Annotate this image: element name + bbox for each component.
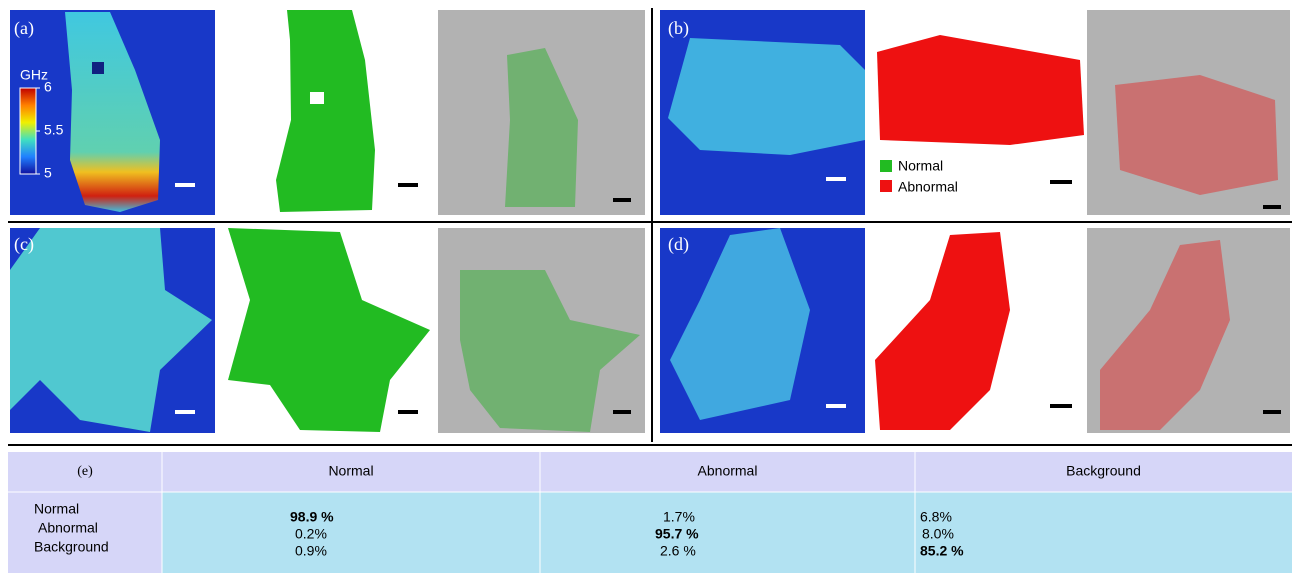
scale-bar (1050, 180, 1072, 184)
table-header: Abnormal (698, 463, 758, 479)
table-cell: 2.6 % (660, 543, 696, 559)
scale-bar (398, 410, 418, 414)
row-label: Normal (34, 501, 79, 517)
panel-label: (d) (668, 234, 689, 255)
hole (310, 92, 324, 104)
scale-bar (175, 183, 195, 187)
scale-bar (398, 183, 418, 187)
table-header: Normal (328, 463, 373, 479)
mask (875, 232, 1010, 430)
table-cell: 8.0% (922, 526, 954, 542)
colorbar (20, 88, 36, 174)
panel-label: (a) (14, 18, 34, 39)
scale-bar (175, 410, 195, 414)
mask (228, 228, 430, 432)
row-label: Abnormal (38, 520, 98, 536)
table-header: (e) (77, 464, 93, 479)
row-label: Background (34, 539, 109, 555)
legend-label: Abnormal (898, 179, 958, 195)
scale-bar (1263, 410, 1281, 414)
colorbar-tick-label: 6 (44, 79, 52, 95)
hole (92, 62, 104, 74)
table-cell: 6.8% (920, 509, 952, 525)
page: GHz Normal Abnormal (a) (b) (c) (d) 65.5… (0, 0, 1300, 575)
legend-label: Normal (898, 158, 943, 174)
mask (877, 35, 1084, 145)
table-cell: 1.7% (663, 509, 695, 525)
table-header: Background (1066, 463, 1141, 479)
table-cell: 0.9% (295, 543, 327, 559)
panel-label: (b) (668, 18, 689, 39)
panel-label: (c) (14, 234, 34, 255)
table-cell: 95.7 % (655, 526, 699, 542)
table-cell: 0.2% (295, 526, 327, 542)
table-cell: 98.9 % (290, 509, 334, 525)
colorbar-tick-label: 5.5 (44, 122, 64, 138)
scale-bar (826, 404, 846, 408)
scale-bar (1263, 205, 1281, 209)
scale-bar (613, 198, 631, 202)
colorbar-tick-label: 5 (44, 165, 52, 181)
cell-map (668, 38, 865, 155)
scale-bar (826, 177, 846, 181)
legend-swatch (880, 160, 892, 172)
scale-bar (1050, 404, 1072, 408)
scale-bar (613, 410, 631, 414)
table-cell: 85.2 % (920, 543, 964, 559)
table-body-bg (162, 492, 1292, 573)
legend-swatch (880, 180, 892, 192)
figure: GHz Normal Abnormal (a) (b) (c) (d) 65.5… (0, 0, 1300, 575)
